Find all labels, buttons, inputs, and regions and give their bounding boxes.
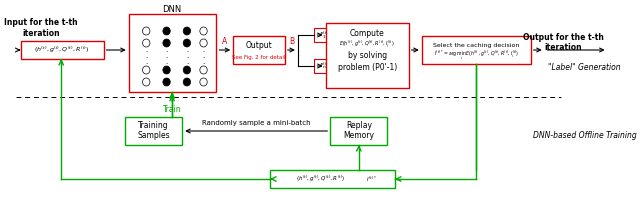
Text: Output for the t-th: Output for the t-th <box>523 32 604 42</box>
Text: Randomly sample a mini-batch: Randomly sample a mini-batch <box>202 120 310 126</box>
Text: Select the caching decision: Select the caching decision <box>433 43 520 47</box>
Text: .
.
.: . . . <box>145 47 147 64</box>
Circle shape <box>200 27 207 35</box>
Text: $I^{(t)*}=\arg\min_i E(h^{(t)}, g^{(t)}, Q^{(t)}, R^{(t)}, I_i^{(t)})$: $I^{(t)*}=\arg\min_i E(h^{(t)}, g^{(t)},… <box>433 48 519 62</box>
Bar <box>129 14 216 92</box>
Text: Replay: Replay <box>346 121 372 130</box>
Bar <box>326 23 409 88</box>
Text: "Label" Generation: "Label" Generation <box>548 62 621 72</box>
Bar <box>125 117 182 145</box>
Circle shape <box>143 78 150 86</box>
Circle shape <box>183 39 191 47</box>
Bar <box>270 170 395 188</box>
Text: DNN-based Offline Training: DNN-based Offline Training <box>532 130 636 140</box>
Circle shape <box>163 27 170 35</box>
Bar <box>233 36 285 64</box>
Circle shape <box>143 66 150 74</box>
Bar <box>330 117 387 145</box>
Text: iteration: iteration <box>544 43 582 51</box>
Text: A: A <box>222 37 227 46</box>
Text: $F_1^{(t)}$: $F_1^{(t)}$ <box>319 29 330 41</box>
Text: Compute: Compute <box>350 28 385 38</box>
Text: Training: Training <box>138 121 169 130</box>
Bar <box>314 28 335 42</box>
Text: $F_n^{(t)}$: $F_n^{(t)}$ <box>319 61 330 71</box>
Text: $(h^{(t)}, g^{(t)}, Q^{(t)}, R^{(t)})$: $(h^{(t)}, g^{(t)}, Q^{(t)}, R^{(t)})$ <box>296 174 346 184</box>
Text: .
.
.: . . . <box>186 47 188 64</box>
Circle shape <box>183 66 191 74</box>
Text: .
.
.: . . . <box>202 47 205 64</box>
Circle shape <box>143 39 150 47</box>
Circle shape <box>163 78 170 86</box>
Text: Train: Train <box>163 106 181 114</box>
Text: See Fig. 2 for detail: See Fig. 2 for detail <box>232 54 285 60</box>
Text: Input for the t-th
iteration: Input for the t-th iteration <box>4 18 77 38</box>
Text: $E(h^{(t)}, g^{(t)}, Q^{(t)}, R^{(t)}, I_i^{(t)})$: $E(h^{(t)}, g^{(t)}, Q^{(t)}, R^{(t)}, I… <box>339 38 395 50</box>
Text: problem (P0'-1): problem (P0'-1) <box>337 62 397 72</box>
Text: Memory: Memory <box>343 132 374 140</box>
Text: $(h^{(t)}, g^{(t)}, Q^{(t)}, R^{(t)})$: $(h^{(t)}, g^{(t)}, Q^{(t)}, R^{(t)})$ <box>35 45 90 55</box>
Text: DNN: DNN <box>163 4 182 14</box>
Text: Samples: Samples <box>138 132 170 140</box>
Bar <box>314 59 335 73</box>
Text: by solving: by solving <box>348 51 387 60</box>
Circle shape <box>200 39 207 47</box>
Text: .
.
.: . . . <box>297 43 299 57</box>
Circle shape <box>183 27 191 35</box>
Circle shape <box>143 27 150 35</box>
Bar <box>422 36 531 64</box>
Text: Output: Output <box>246 42 273 50</box>
Circle shape <box>200 78 207 86</box>
Circle shape <box>183 78 191 86</box>
Bar <box>20 41 104 59</box>
Text: B: B <box>289 37 294 46</box>
Circle shape <box>163 66 170 74</box>
Circle shape <box>163 39 170 47</box>
Text: $I^{(t)*}$: $I^{(t)*}$ <box>366 174 378 184</box>
Circle shape <box>200 66 207 74</box>
Text: .
.
.: . . . <box>165 47 168 64</box>
